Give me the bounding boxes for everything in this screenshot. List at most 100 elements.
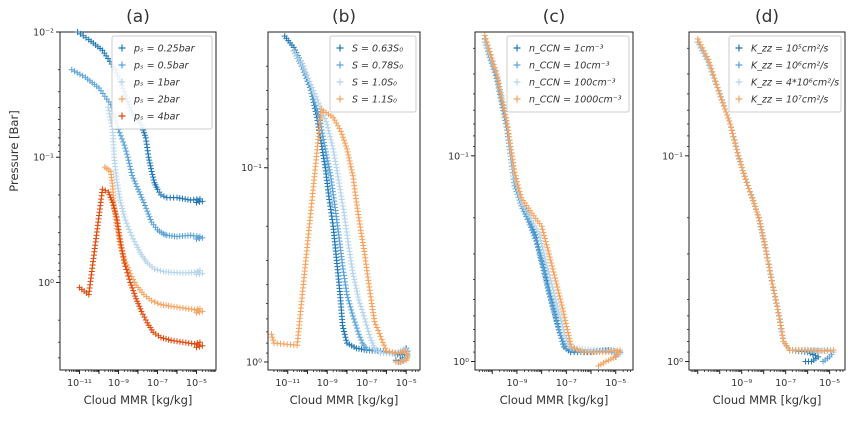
data-point <box>128 282 135 289</box>
data-point <box>752 203 759 210</box>
data-point <box>317 137 324 144</box>
data-point <box>496 86 503 93</box>
x-tick-label: 10⁻⁵ <box>605 378 626 389</box>
data-point <box>356 300 363 307</box>
x-tick-label: 10⁻⁹ <box>108 378 129 389</box>
data-point <box>725 114 732 121</box>
data-point <box>199 198 206 205</box>
data-point <box>120 257 127 264</box>
data-point <box>108 196 115 203</box>
y-tick-label: 10⁻¹ <box>33 153 54 164</box>
x-axis-label: Cloud MMR [kg/kg] <box>500 393 609 407</box>
data-point <box>552 277 559 284</box>
data-point <box>546 250 553 257</box>
data-point <box>349 309 356 316</box>
data-point <box>157 191 164 198</box>
y-tick-label: 10⁻² <box>33 28 54 39</box>
data-point <box>736 155 743 162</box>
data-point <box>502 114 509 121</box>
data-point <box>350 273 357 280</box>
data-point <box>351 276 358 283</box>
data-point <box>770 284 777 291</box>
data-point <box>557 296 564 303</box>
data-point <box>527 224 534 231</box>
data-point <box>144 208 151 215</box>
data-point <box>559 305 566 312</box>
data-point <box>483 38 490 45</box>
data-point <box>184 196 191 203</box>
data-point <box>712 78 719 85</box>
data-point <box>779 332 786 339</box>
data-point <box>369 339 376 346</box>
data-point <box>489 58 496 65</box>
data-point <box>534 228 541 235</box>
data-point <box>347 160 354 167</box>
data-point <box>163 335 170 342</box>
data-point <box>738 161 745 168</box>
x-tick-label: 10⁻⁵ <box>396 378 417 389</box>
data-point <box>710 72 717 79</box>
data-point <box>326 130 333 137</box>
data-point <box>342 143 349 150</box>
data-point <box>355 297 362 304</box>
data-point <box>549 262 556 269</box>
x-tick-label: 10⁻⁵ <box>819 378 840 389</box>
data-point <box>494 74 501 81</box>
data-point <box>528 227 535 234</box>
data-point <box>154 300 161 307</box>
data-point <box>157 334 164 341</box>
data-point <box>766 267 773 274</box>
data-point <box>138 194 145 201</box>
data-point <box>122 217 129 224</box>
data-point <box>755 214 762 221</box>
data-point <box>344 148 351 155</box>
data-point <box>338 196 345 203</box>
data-point <box>343 145 350 152</box>
panel-3: (c) Cloud MMR [kg/kg] 10⁻⁹ 10⁻⁷ 10⁻⁵ 10⁻¹ 10⁰ n… <box>448 7 634 407</box>
data-point <box>763 251 770 258</box>
data-point <box>541 253 548 260</box>
data-point <box>193 309 200 316</box>
data-point <box>143 205 150 212</box>
data-point <box>132 293 139 300</box>
data-point <box>709 68 716 75</box>
legend-entry: pₛ = 1bar <box>133 78 180 89</box>
data-point <box>368 337 375 344</box>
legend-entry: S = 1.1S₀ <box>352 95 397 106</box>
data-point <box>154 266 161 273</box>
data-point <box>545 247 552 254</box>
data-point <box>309 84 316 91</box>
data-point <box>526 221 533 228</box>
data-point <box>767 271 774 278</box>
data-point <box>322 145 329 152</box>
y-tick-label: 10⁰ <box>667 357 683 368</box>
data-point <box>718 96 725 103</box>
data-point <box>748 191 755 198</box>
data-point <box>121 213 128 220</box>
legend-marker <box>118 95 126 103</box>
data-point <box>760 235 767 242</box>
data-point <box>548 259 555 266</box>
data-point <box>567 338 574 345</box>
x-tick-label: 10⁻⁵ <box>186 378 207 389</box>
series-5 <box>76 186 206 351</box>
data-point <box>492 67 499 74</box>
data-point <box>541 270 548 277</box>
panel-title: (a) <box>126 7 150 27</box>
data-point <box>191 341 198 348</box>
legend-entry: pₛ = 4bar <box>133 112 180 123</box>
data-point <box>778 328 785 335</box>
data-point <box>378 336 385 343</box>
data-point <box>341 140 348 147</box>
data-point <box>102 187 109 194</box>
data-point <box>160 335 167 342</box>
data-point <box>141 132 148 139</box>
data-point <box>145 210 152 217</box>
data-point <box>360 245 367 252</box>
data-point <box>565 332 572 339</box>
data-point <box>141 129 148 136</box>
data-point <box>764 257 771 264</box>
data-point <box>720 102 727 109</box>
